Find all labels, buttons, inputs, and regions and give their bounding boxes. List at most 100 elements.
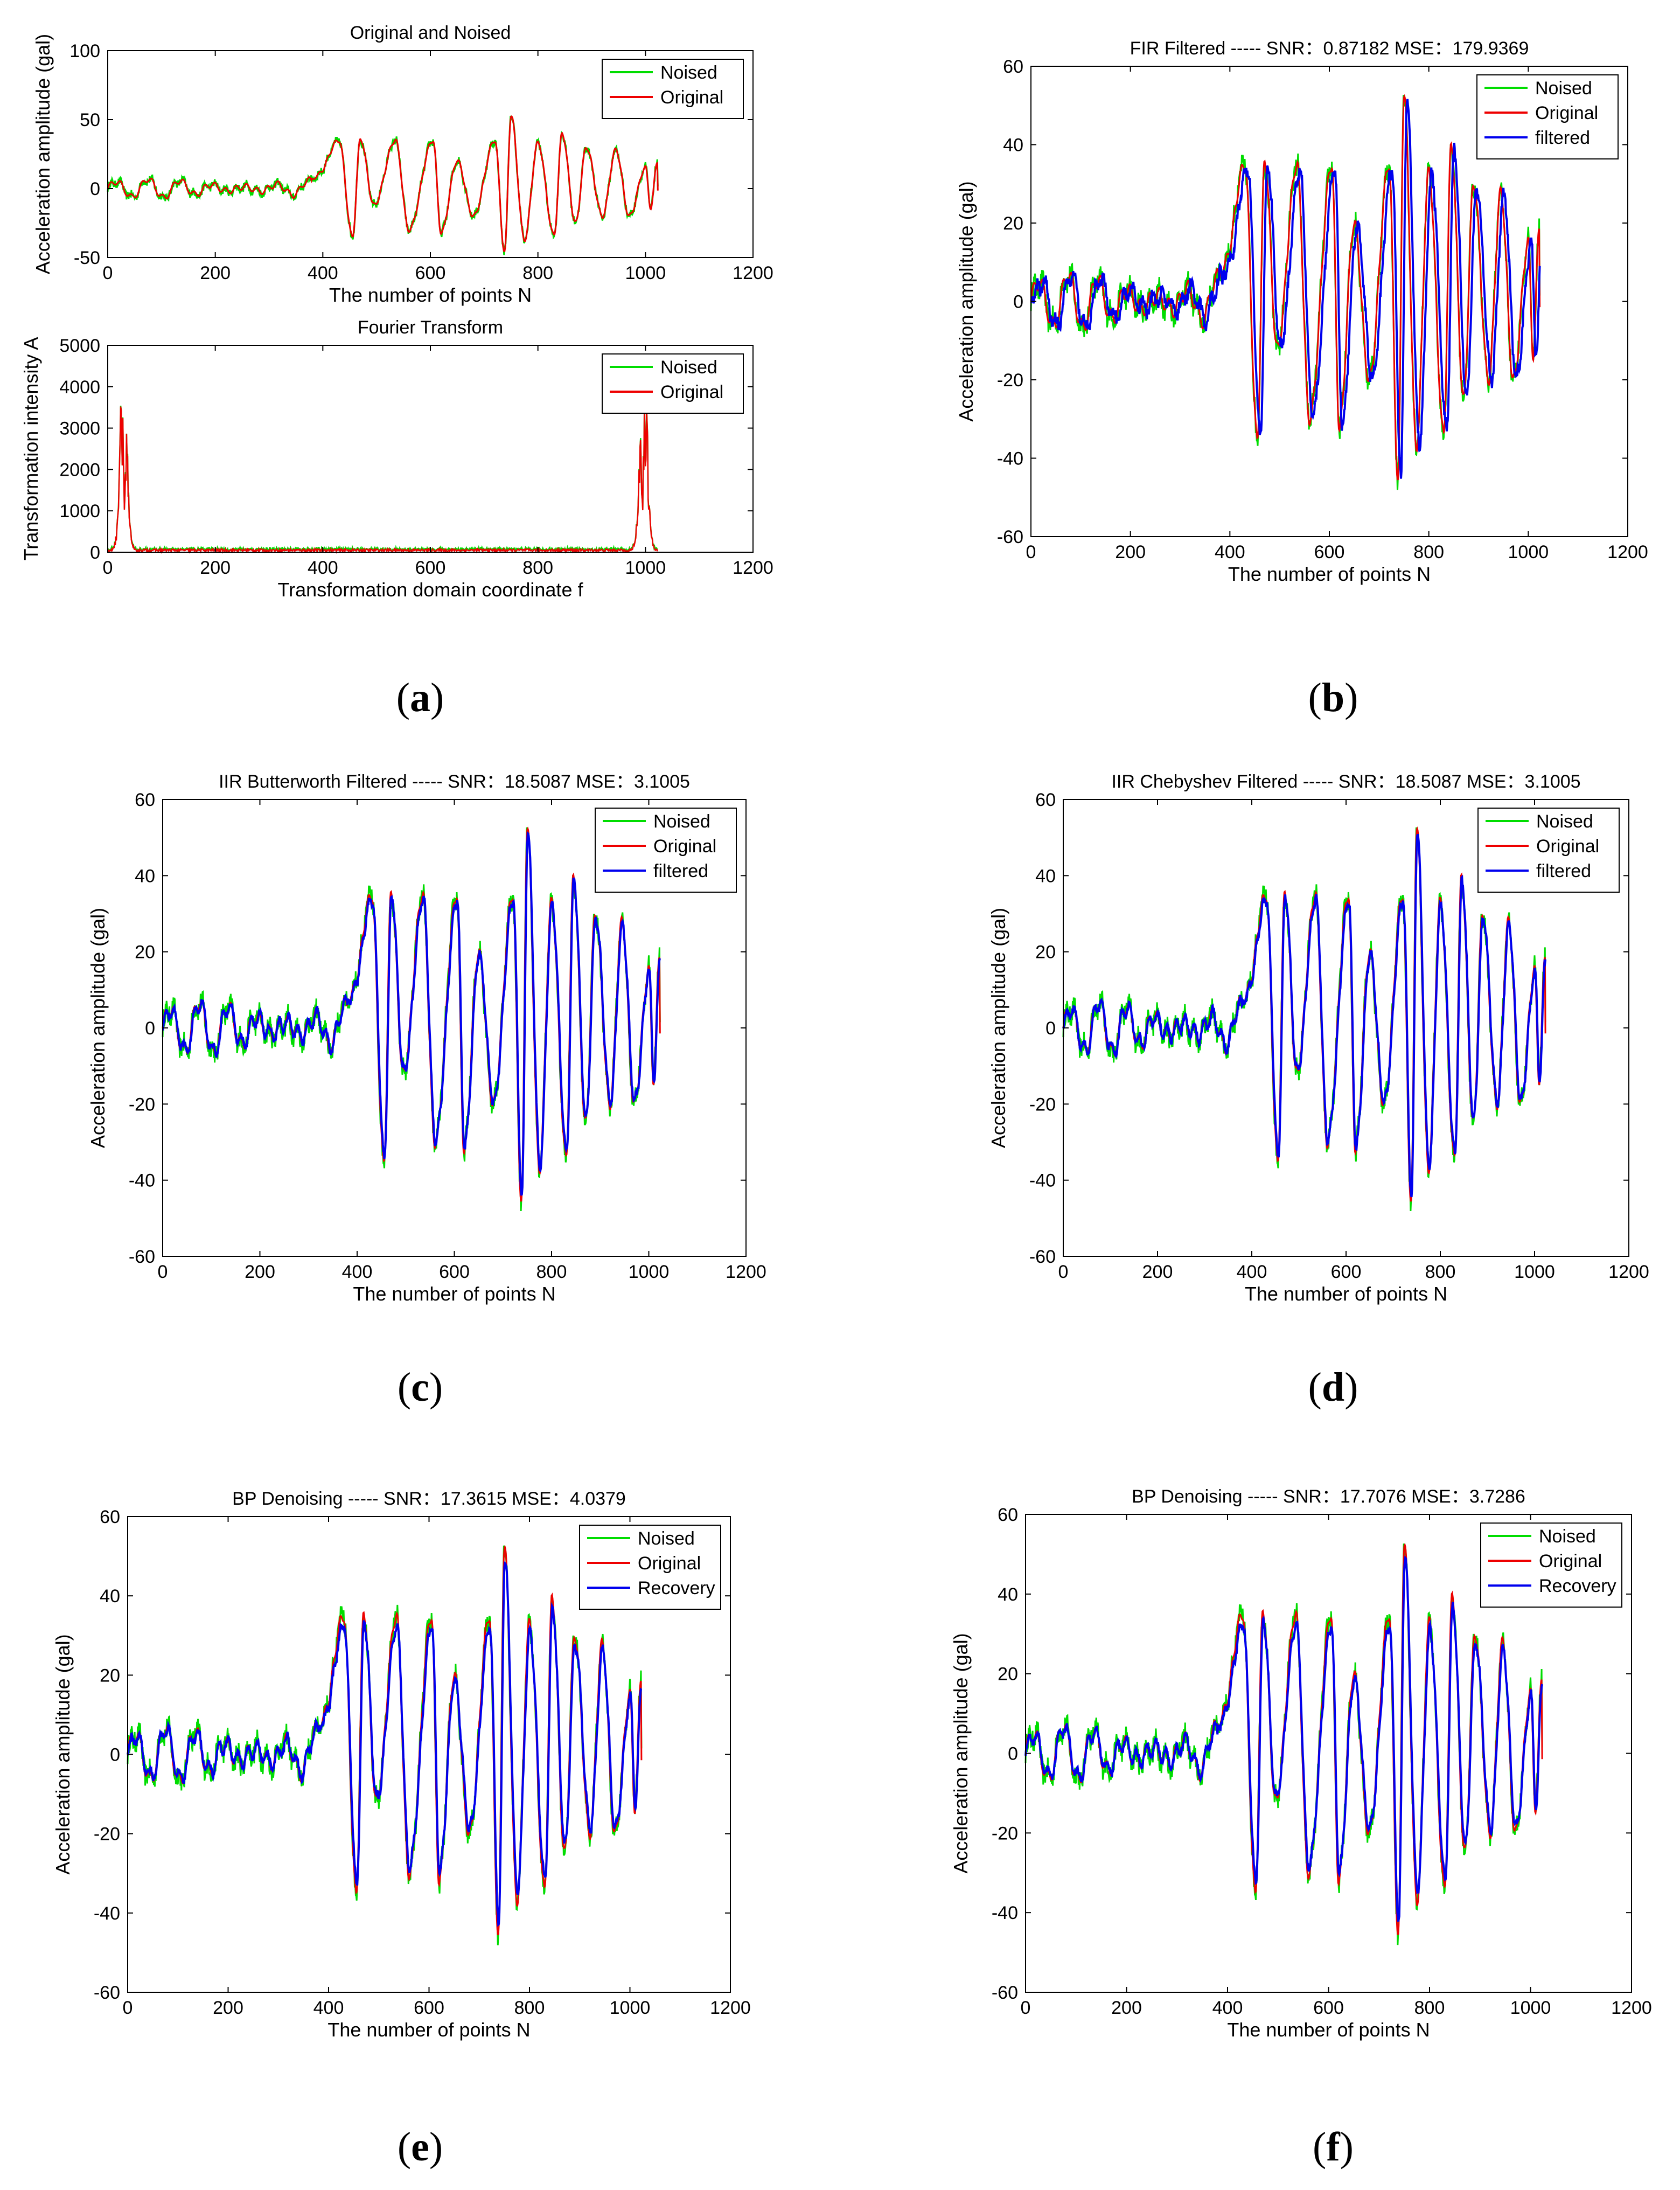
y-tick-label: 60 xyxy=(1035,790,1056,810)
y-axis-label: Acceleration amplitude (gal) xyxy=(52,1634,74,1874)
y-tick-label: -40 xyxy=(1029,1171,1056,1191)
chart-title: Fourier Transform xyxy=(358,317,503,338)
y-tick-label: 5000 xyxy=(59,336,100,356)
x-tick-label: 800 xyxy=(522,558,553,578)
series-filtered xyxy=(127,1561,642,1927)
y-axis-label: Acceleration amplitude (gal) xyxy=(987,908,1009,1148)
y-tick-label: 4000 xyxy=(59,377,100,398)
panel-label-b: (b) xyxy=(1308,675,1358,720)
y-tick-label: -60 xyxy=(992,1983,1018,2003)
legend-label: Original xyxy=(660,382,723,402)
y-axis-label: Acceleration amplitude (gal) xyxy=(950,1633,972,1873)
panel-label-e: (e) xyxy=(398,2124,443,2170)
legend-label: Noised xyxy=(638,1528,695,1549)
legend-label: Noised xyxy=(653,811,710,832)
x-tick-label: 400 xyxy=(342,1262,373,1282)
panel-letter: b xyxy=(1322,675,1344,720)
x-tick-label: 800 xyxy=(1425,1262,1456,1282)
chart-title: BP Denoising ----- SNR：17.3615 MSE：4.037… xyxy=(232,1489,626,1509)
x-axis-label: The number of points N xyxy=(1228,563,1431,585)
y-axis-label: Acceleration amplitude (gal) xyxy=(32,34,54,274)
x-axis-label: The number of points N xyxy=(329,284,532,306)
chart-title: IIR Butterworth Filtered ----- SNR：18.50… xyxy=(219,771,690,792)
y-axis-label: Acceleration amplitude (gal) xyxy=(955,181,977,421)
series-noised xyxy=(107,115,659,255)
y-tick-label: 3000 xyxy=(59,419,100,439)
x-tick-label: 0 xyxy=(103,558,113,578)
x-axis-label: The number of points N xyxy=(327,2019,530,2041)
legend-box xyxy=(602,59,744,119)
legend-label: Noised xyxy=(1535,78,1592,99)
y-tick-label: -20 xyxy=(94,1824,120,1845)
legend-label: Original xyxy=(1539,1551,1602,1572)
series-filtered xyxy=(1030,99,1541,479)
x-tick-label: 800 xyxy=(1414,1998,1445,2018)
x-tick-label: 200 xyxy=(1142,1262,1173,1282)
x-tick-label: 1000 xyxy=(1514,1262,1555,1282)
legend-label: Noised xyxy=(1539,1526,1596,1547)
y-tick-label: 20 xyxy=(1035,942,1056,963)
y-tick-label: 100 xyxy=(69,41,100,61)
y-tick-label: 0 xyxy=(1013,292,1023,312)
series-filtered xyxy=(162,831,661,1196)
y-tick-label: 60 xyxy=(998,1505,1018,1525)
x-tick-label: 1000 xyxy=(625,558,666,578)
x-tick-label: 1200 xyxy=(726,1262,766,1282)
series-original xyxy=(107,406,659,554)
y-tick-label: 20 xyxy=(998,1664,1018,1685)
x-tick-label: 1000 xyxy=(610,1998,651,2018)
x-tick-label: 800 xyxy=(514,1998,545,2018)
y-tick-label: 0 xyxy=(145,1018,155,1039)
x-tick-label: 1200 xyxy=(710,1998,751,2018)
x-tick-label: 1000 xyxy=(1510,1998,1551,2018)
x-tick-label: 1200 xyxy=(1611,1998,1652,2018)
x-tick-label: 600 xyxy=(415,558,446,578)
x-axis-label: The number of points N xyxy=(353,1283,555,1305)
legend-label: Noised xyxy=(1536,811,1593,832)
y-tick-label: 60 xyxy=(100,1507,120,1527)
y-tick-label: -60 xyxy=(129,1247,155,1267)
x-tick-label: 800 xyxy=(1413,542,1444,562)
x-tick-label: 400 xyxy=(1212,1998,1243,2018)
panel-letter: d xyxy=(1322,1365,1344,1410)
y-tick-label: -60 xyxy=(1029,1247,1056,1267)
x-tick-label: 1200 xyxy=(733,263,773,283)
x-tick-label: 800 xyxy=(536,1262,567,1282)
x-tick-label: 600 xyxy=(415,263,446,283)
series-filtered xyxy=(1062,833,1547,1198)
legend-label: Recovery xyxy=(1539,1576,1616,1596)
x-tick-label: 200 xyxy=(1115,542,1146,562)
y-tick-label: 60 xyxy=(135,790,155,810)
panel-letter: f xyxy=(1326,2124,1341,2170)
x-tick-label: 600 xyxy=(1314,542,1345,562)
x-tick-label: 600 xyxy=(1313,1998,1344,2018)
panel-label-a: (a) xyxy=(396,675,444,720)
x-tick-label: 200 xyxy=(200,558,231,578)
x-tick-label: 0 xyxy=(123,1998,133,2018)
y-tick-label: -20 xyxy=(997,370,1023,391)
chart-f: 0 200 400 600 800 1000 1200 -60 -40 -20 0 20 40 60 The… xyxy=(950,1486,1652,2041)
y-tick-label: -20 xyxy=(129,1094,155,1115)
y-tick-label: 40 xyxy=(998,1584,1018,1605)
x-tick-label: 200 xyxy=(245,1262,275,1282)
y-tick-label: -60 xyxy=(94,1983,120,2003)
y-tick-label: 20 xyxy=(135,942,155,963)
legend-label: filtered xyxy=(653,861,708,881)
chart-title: FIR Filtered ----- SNR：0.87182 MSE：179.9… xyxy=(1130,38,1529,59)
chart-b: 0 200 400 600 800 1000 1200 -60 -40 -20 0 20 40 60 The… xyxy=(955,38,1648,585)
legend-label: Recovery xyxy=(638,1578,715,1598)
panel-letter: c xyxy=(411,1365,429,1410)
y-tick-label: 50 xyxy=(80,110,100,130)
panel-label-d: (d) xyxy=(1308,1365,1358,1410)
legend-label: Original xyxy=(1535,103,1598,123)
y-tick-label: -40 xyxy=(129,1171,155,1191)
chart-e: 0 200 400 600 800 1000 1200 -60 -40 -20 0 20 40 60 The… xyxy=(52,1489,751,2041)
panel-letter: e xyxy=(411,2124,429,2170)
x-tick-label: 0 xyxy=(1021,1998,1031,2018)
y-tick-label: -20 xyxy=(992,1823,1018,1844)
y-axis-label: Transformation intensity A xyxy=(20,337,42,561)
legend-label: filtered xyxy=(1536,861,1591,881)
chart-c: 0 200 400 600 800 1000 1200 -60 -40 -20 0 20 40 60 The… xyxy=(87,771,766,1305)
